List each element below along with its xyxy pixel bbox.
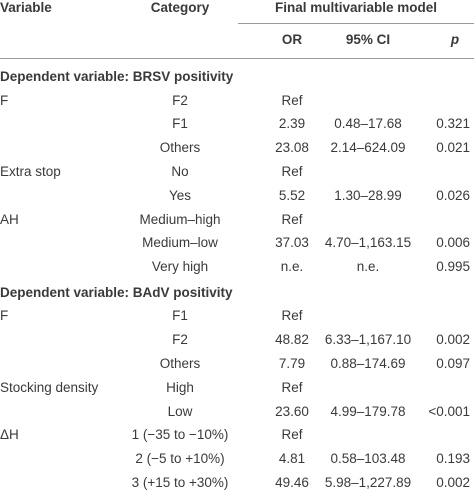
- header-variable: Variable: [0, 0, 52, 15]
- p-cell: <0.001: [428, 403, 470, 419]
- p-cell: 0.002: [436, 475, 470, 490]
- header-p: p: [450, 32, 460, 47]
- ci-cell: 4.70–1,163.15: [324, 235, 412, 251]
- p-cell: 0.026: [436, 187, 470, 203]
- or-cell: Ref: [281, 92, 303, 108]
- ci-cell: 0.88–174.69: [330, 356, 406, 371]
- p-cell: 0.021: [436, 140, 470, 156]
- or-cell: 5.52: [278, 187, 306, 203]
- category-cell: Very high: [151, 259, 209, 275]
- p-cell: 0.995: [436, 259, 470, 275]
- header-ci: 95% CI: [345, 32, 391, 47]
- variable-cell: ΔH: [0, 427, 19, 443]
- p-cell: 0.006: [436, 235, 470, 251]
- or-cell: Ref: [281, 163, 303, 179]
- category-cell: F1: [172, 308, 188, 324]
- variable-cell: AH: [0, 211, 19, 227]
- category-cell: No: [171, 163, 189, 179]
- category-cell: Yes: [168, 187, 192, 203]
- category-cell: High: [166, 379, 194, 395]
- header-category: Category: [150, 0, 210, 15]
- variable-cell: F: [0, 308, 9, 324]
- category-cell: Low: [167, 403, 193, 419]
- category-cell: 3 (+15 to +30%): [131, 475, 229, 490]
- rule: [0, 58, 474, 59]
- variable-cell: Extra stop: [0, 163, 61, 179]
- rule: [238, 23, 474, 24]
- category-cell: Others: [159, 140, 201, 156]
- ci-cell: 6.33–1,167.10: [324, 332, 412, 348]
- section-title: Dependent variable: BRSV positivity: [0, 69, 234, 84]
- or-cell: 37.03: [275, 235, 309, 251]
- ci-cell: 4.99–179.78: [330, 403, 406, 419]
- p-cell: 0.321: [436, 116, 470, 132]
- ci-cell: n.e.: [356, 259, 380, 275]
- category-cell: F2: [172, 92, 188, 108]
- category-cell: Medium–high: [139, 211, 221, 227]
- category-cell: 1 (−35 to −10%): [131, 427, 229, 443]
- or-cell: 4.81: [278, 451, 306, 467]
- p-cell: 0.193: [436, 451, 470, 467]
- or-cell: n.e.: [280, 259, 304, 275]
- or-cell: 23.08: [275, 140, 309, 156]
- section-title: Dependent variable: BAdV positivity: [0, 284, 233, 300]
- p-cell: 0.002: [436, 332, 470, 348]
- or-cell: Ref: [281, 308, 303, 324]
- ci-cell: 2.14–624.09: [330, 140, 406, 156]
- header-or: OR: [281, 32, 303, 47]
- category-cell: Medium–low: [142, 235, 218, 251]
- or-cell: 2.39: [278, 116, 306, 132]
- ci-cell: 0.48–17.68: [334, 116, 402, 132]
- category-cell: F2: [172, 332, 188, 348]
- or-cell: Ref: [281, 427, 303, 443]
- ci-cell: 5.98–1,227.89: [324, 475, 412, 490]
- category-cell: Others: [159, 356, 201, 371]
- or-cell: 23.60: [275, 403, 309, 419]
- or-cell: 48.82: [275, 332, 309, 348]
- variable-cell: F: [0, 92, 9, 108]
- or-cell: Ref: [281, 379, 303, 395]
- or-cell: 7.79: [278, 356, 306, 371]
- category-cell: 2 (−5 to +10%): [135, 451, 225, 467]
- category-cell: F1: [172, 116, 188, 132]
- ci-cell: 0.58–103.48: [330, 451, 406, 467]
- or-cell: 49.46: [275, 475, 309, 490]
- header-model: Final multivariable model: [274, 0, 438, 15]
- ci-cell: 1.30–28.99: [334, 187, 402, 203]
- p-cell: 0.097: [436, 356, 470, 371]
- variable-cell: Stocking density: [0, 379, 99, 395]
- or-cell: Ref: [281, 211, 303, 227]
